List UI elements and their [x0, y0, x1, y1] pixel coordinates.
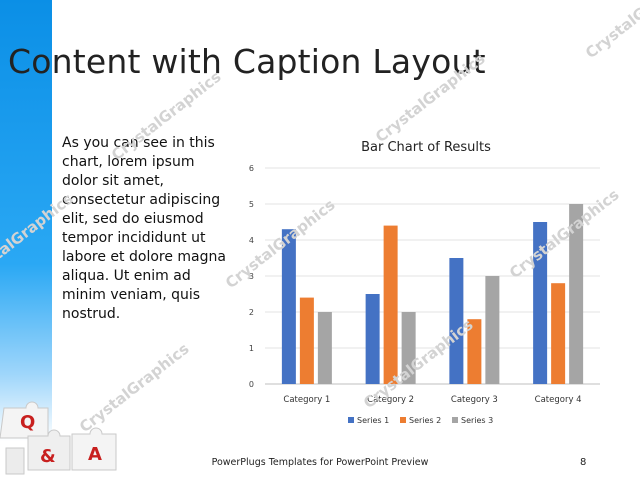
watermark-text: CrystalGraphics — [582, 0, 640, 63]
bar — [383, 225, 398, 384]
y-tick-label: 2 — [249, 308, 254, 317]
bar — [467, 319, 482, 384]
y-axis: 0 1 2 3 4 5 6 — [249, 164, 254, 389]
left-accent-band — [0, 0, 52, 480]
bar — [485, 276, 500, 384]
legend-label: Series 1 — [357, 416, 389, 425]
y-tick-label: 1 — [249, 344, 254, 353]
x-tick-label: Category 3 — [451, 395, 498, 405]
legend-swatch — [400, 417, 406, 423]
legend: Series 1 Series 2 Series 3 — [348, 416, 493, 425]
slide-title: Content with Caption Layout — [8, 42, 486, 81]
bar — [317, 312, 332, 384]
legend-label: Series 3 — [461, 416, 493, 425]
x-tick-label: Category 4 — [535, 395, 582, 405]
gridlines — [265, 167, 600, 385]
y-tick-label: 3 — [249, 272, 254, 281]
y-tick-label: 5 — [249, 200, 254, 209]
y-tick-label: 0 — [249, 380, 254, 389]
bars — [281, 204, 584, 384]
qa-letter-q: Q — [20, 412, 35, 433]
y-tick-label: 6 — [249, 164, 254, 173]
legend-swatch — [452, 417, 458, 423]
bar — [299, 297, 314, 384]
bar — [449, 258, 464, 384]
bar — [281, 229, 296, 384]
qa-letter-a: A — [88, 444, 102, 465]
x-axis: Category 1 Category 2 Category 3 Category 4 — [283, 395, 581, 405]
caption-text: As you can see in this chart, lorem ipsu… — [62, 135, 226, 322]
legend-label: Series 2 — [409, 416, 441, 425]
page-number: 8 — [580, 457, 587, 468]
y-tick-label: 4 — [249, 236, 254, 245]
x-tick-label: Category 1 — [283, 395, 330, 405]
bar — [401, 312, 416, 384]
bar — [569, 204, 584, 384]
bar — [365, 294, 380, 384]
bar — [533, 222, 548, 384]
qa-letter-ampersand: & — [40, 446, 56, 467]
legend-swatch — [348, 417, 354, 423]
chart-title: Bar Chart of Results — [361, 140, 491, 155]
footer-text: PowerPlugs Templates for PowerPoint Prev… — [211, 457, 429, 468]
x-tick-label: Category 2 — [367, 395, 414, 405]
bar — [551, 283, 566, 384]
puzzle-pieces — [0, 401, 117, 475]
qa-puzzle-graphic: Q & A — [0, 401, 117, 475]
